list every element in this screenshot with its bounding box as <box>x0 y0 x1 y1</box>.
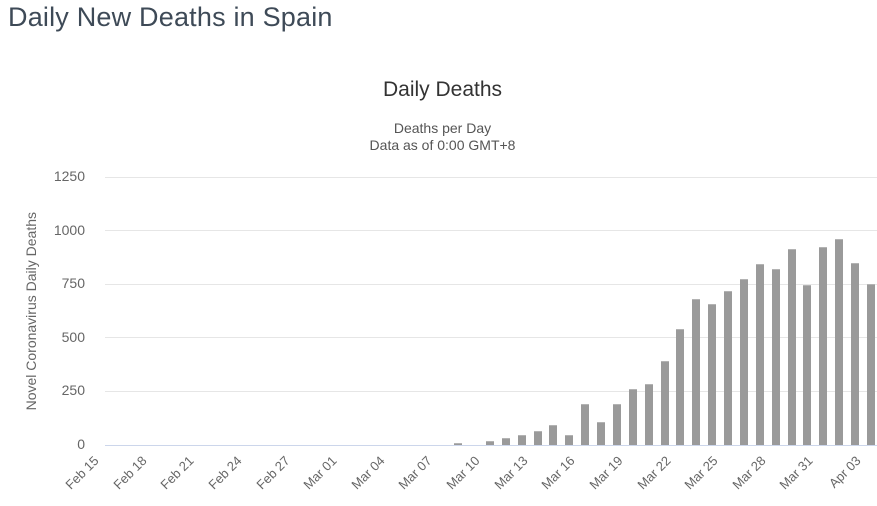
bar-Apr-03[interactable] <box>851 263 859 445</box>
bar-Mar-29[interactable] <box>772 269 780 445</box>
bar-Apr-01[interactable] <box>819 247 827 445</box>
bar-Mar-24[interactable] <box>692 299 700 445</box>
page-title: Daily New Deaths in Spain <box>8 2 333 32</box>
gridline-1250 <box>105 176 877 178</box>
y-axis-label-1000: 1000 <box>53 221 85 238</box>
bar-Mar-23[interactable] <box>676 329 684 445</box>
gridline-750 <box>105 283 877 285</box>
chart-subtitle-line-2: Data as of 0:00 GMT+8 <box>369 137 516 153</box>
bar-Mar-25[interactable] <box>708 304 716 445</box>
bar-Mar-15[interactable] <box>549 425 557 445</box>
gridline-1000 <box>105 230 877 232</box>
bar-Mar-17[interactable] <box>581 404 589 445</box>
bar-Mar-16[interactable] <box>565 435 573 445</box>
x-axis-label-Feb-15: Feb 15 <box>62 453 102 493</box>
y-axis-label-250: 250 <box>61 382 85 399</box>
bar-Mar-26[interactable] <box>724 291 732 445</box>
bar-Mar-21[interactable] <box>645 384 653 445</box>
y-axis-label-750: 750 <box>61 275 85 292</box>
plot-area: Feb 15 Feb 18 Feb 21 Feb 24 Feb 27 Mar 01 Mar … <box>62 176 877 492</box>
bar-Mar-27[interactable] <box>740 279 748 445</box>
bar-Mar-18[interactable] <box>597 422 605 445</box>
bar-Apr-04[interactable] <box>867 284 875 445</box>
bar-Mar-30[interactable] <box>788 249 796 445</box>
bar-Mar-09[interactable] <box>454 443 462 445</box>
bar-Mar-19[interactable] <box>613 404 621 445</box>
y-axis-title: Novel Coronavirus Daily Deaths <box>23 211 39 411</box>
chart-subtitle-line-1: Deaths per Day <box>393 120 492 136</box>
bar-Mar-28[interactable] <box>756 264 764 445</box>
gridline-500 <box>105 337 877 339</box>
y-axis-label-1250: 1250 <box>53 168 85 184</box>
bar-Mar-14[interactable] <box>534 431 542 445</box>
y-axis-label-0: 0 <box>77 436 85 452</box>
gridline-250 <box>105 390 877 392</box>
x-axis-line <box>105 445 877 446</box>
bar-Apr-02[interactable] <box>835 239 843 445</box>
bar-Mar-13[interactable] <box>518 435 526 445</box>
bar-Mar-20[interactable] <box>629 389 637 445</box>
bar-Mar-31[interactable] <box>803 285 811 445</box>
bar-Mar-11[interactable] <box>486 441 494 445</box>
chart-subtitle: Deaths per Day Data as of 0:00 GMT+8 <box>0 120 877 154</box>
bar-Mar-12[interactable] <box>502 438 510 445</box>
y-axis-label-500: 500 <box>61 328 85 345</box>
chart-title: Daily Deaths <box>382 78 503 101</box>
bar-Mar-22[interactable] <box>661 361 669 445</box>
